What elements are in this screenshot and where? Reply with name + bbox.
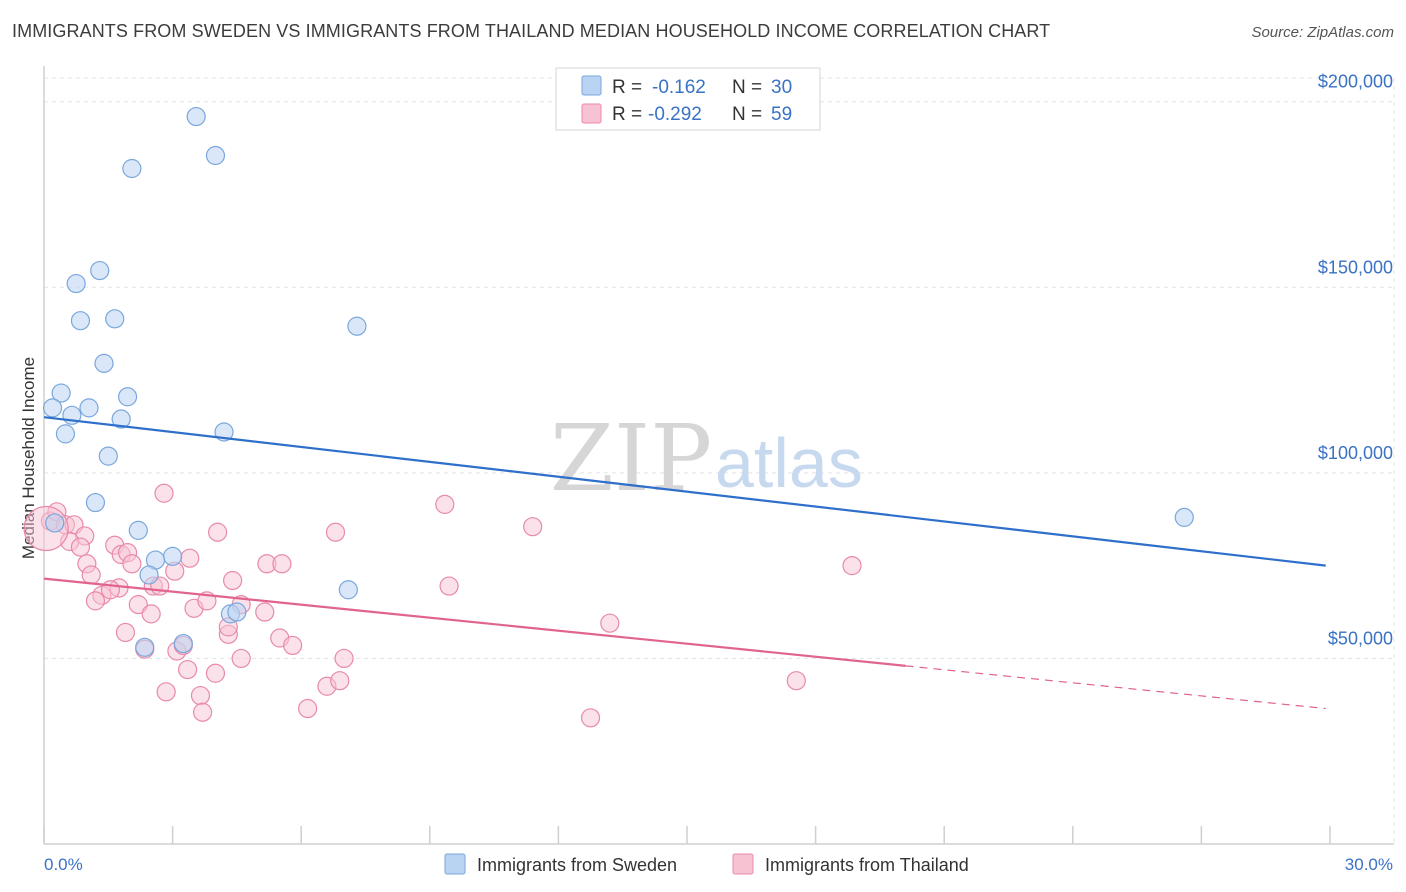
- x-tick-label: 30.0%: [1345, 855, 1393, 874]
- thailand-point: [580, 708, 601, 728]
- legend-sweden-swatch: [581, 75, 602, 96]
- legend-sweden-r-label: R =: [612, 77, 642, 98]
- thailand-point: [600, 613, 620, 633]
- thailand-point: [100, 580, 121, 600]
- thailand-point: [223, 570, 243, 591]
- source-credit: Source: ZipAtlas.com: [1251, 24, 1394, 41]
- legend-thailand-swatch: [581, 103, 602, 124]
- y-tick-label: $150,000: [1318, 257, 1393, 277]
- legend-sweden-n-label: N =: [732, 77, 762, 98]
- thailand-point: [154, 483, 174, 503]
- bottom-legend-thailand-swatch: [732, 853, 754, 875]
- sweden-point: [122, 158, 142, 179]
- thailand-point: [435, 494, 455, 514]
- sweden-point: [135, 637, 155, 657]
- sweden-points: [42, 106, 1194, 657]
- trend-lines: [43, 416, 1326, 710]
- thailand-point: [85, 591, 106, 611]
- thailand-point: [330, 671, 350, 691]
- series-legend: Immigrants from Sweden Immigrants from T…: [444, 853, 969, 875]
- x-tick-label: 0.0%: [44, 855, 83, 874]
- sweden-point: [90, 260, 110, 281]
- thailand-point: [156, 682, 176, 702]
- sweden-point: [98, 446, 118, 466]
- axes: [43, 66, 1394, 845]
- legend-thailand-n-label: N =: [732, 104, 762, 125]
- bottom-legend-sweden-swatch: [444, 853, 466, 875]
- thailand-point: [208, 522, 228, 542]
- thailand-point: [298, 698, 318, 719]
- sweden-point: [128, 520, 148, 540]
- y-tick-label: $100,000: [1318, 443, 1393, 463]
- thailand-point: [325, 522, 346, 542]
- sweden-point: [94, 353, 114, 373]
- bottom-legend-thailand-label: Immigrants from Thailand: [765, 855, 969, 875]
- sweden-point: [163, 546, 183, 566]
- legend-thailand-r-label: R =: [612, 104, 642, 125]
- sweden-point: [79, 398, 99, 418]
- sweden-trend-line: [43, 416, 1326, 567]
- sweden-point: [227, 602, 247, 622]
- thailand-point: [231, 648, 251, 669]
- thailand-point: [141, 604, 161, 624]
- sweden-point: [173, 633, 193, 654]
- sweden-point: [105, 309, 125, 329]
- thailand-point: [842, 556, 862, 576]
- thailand-point: [272, 554, 292, 574]
- sweden-point: [205, 145, 226, 166]
- sweden-point: [70, 311, 91, 331]
- y-tick-label: $200,000: [1318, 72, 1393, 92]
- legend-thailand-n-value: 59: [771, 104, 792, 125]
- watermark-zip-text: ZIP: [550, 405, 712, 512]
- sweden-point: [338, 580, 358, 600]
- sweden-point: [55, 424, 76, 444]
- thailand-point: [70, 537, 91, 557]
- chart-title: IMMIGRANTS FROM SWEDEN VS IMMIGRANTS FRO…: [12, 21, 1051, 41]
- thailand-point: [115, 622, 136, 643]
- sweden-point: [42, 398, 63, 418]
- thailand-point: [523, 517, 543, 537]
- thailand-point: [205, 663, 226, 683]
- thailand-point: [193, 702, 213, 722]
- sweden-point: [117, 387, 138, 407]
- y-axis-label: Median Household Income: [19, 357, 38, 559]
- thailand-point: [439, 576, 459, 596]
- y-tick-label: $50,000: [1328, 628, 1393, 648]
- sweden-point: [186, 106, 206, 127]
- correlation-legend: R = -0.162 N = 30 R = -0.292 N = 59: [555, 67, 821, 131]
- thailand-point: [255, 602, 275, 622]
- sweden-point: [1174, 507, 1194, 527]
- sweden-point: [111, 409, 131, 429]
- thailand-point: [786, 671, 806, 691]
- thailand-point: [81, 565, 101, 585]
- thailand-point: [190, 685, 211, 706]
- x-tick-labels: 0.0% 30.0%: [44, 855, 1393, 874]
- thailand-point: [178, 659, 198, 680]
- legend-sweden-r-value: -0.162: [652, 77, 706, 98]
- thailand-point: [128, 595, 148, 615]
- sweden-point: [139, 565, 159, 585]
- thailand-point: [334, 648, 354, 669]
- sweden-point: [347, 316, 367, 336]
- thailand-trend-extension: [905, 665, 1326, 710]
- sweden-point: [51, 383, 71, 403]
- thailand-trend-line: [43, 577, 906, 667]
- legend-thailand-r-value: -0.292: [648, 104, 702, 125]
- legend-sweden-n-value: 30: [771, 77, 792, 98]
- thailand-points: [23, 483, 862, 728]
- watermark-atlas-text: atlas: [715, 424, 863, 502]
- thailand-point: [283, 635, 303, 656]
- watermark: ZIP atlas: [550, 405, 863, 512]
- thailand-point: [122, 554, 142, 574]
- sweden-point: [85, 492, 106, 513]
- sweden-point: [45, 513, 65, 533]
- sweden-point: [66, 273, 86, 294]
- y-tick-labels: $50,000 $100,000 $150,000 $200,000: [1318, 72, 1393, 649]
- thailand-point: [180, 548, 200, 568]
- bottom-legend-sweden-label: Immigrants from Sweden: [477, 855, 677, 875]
